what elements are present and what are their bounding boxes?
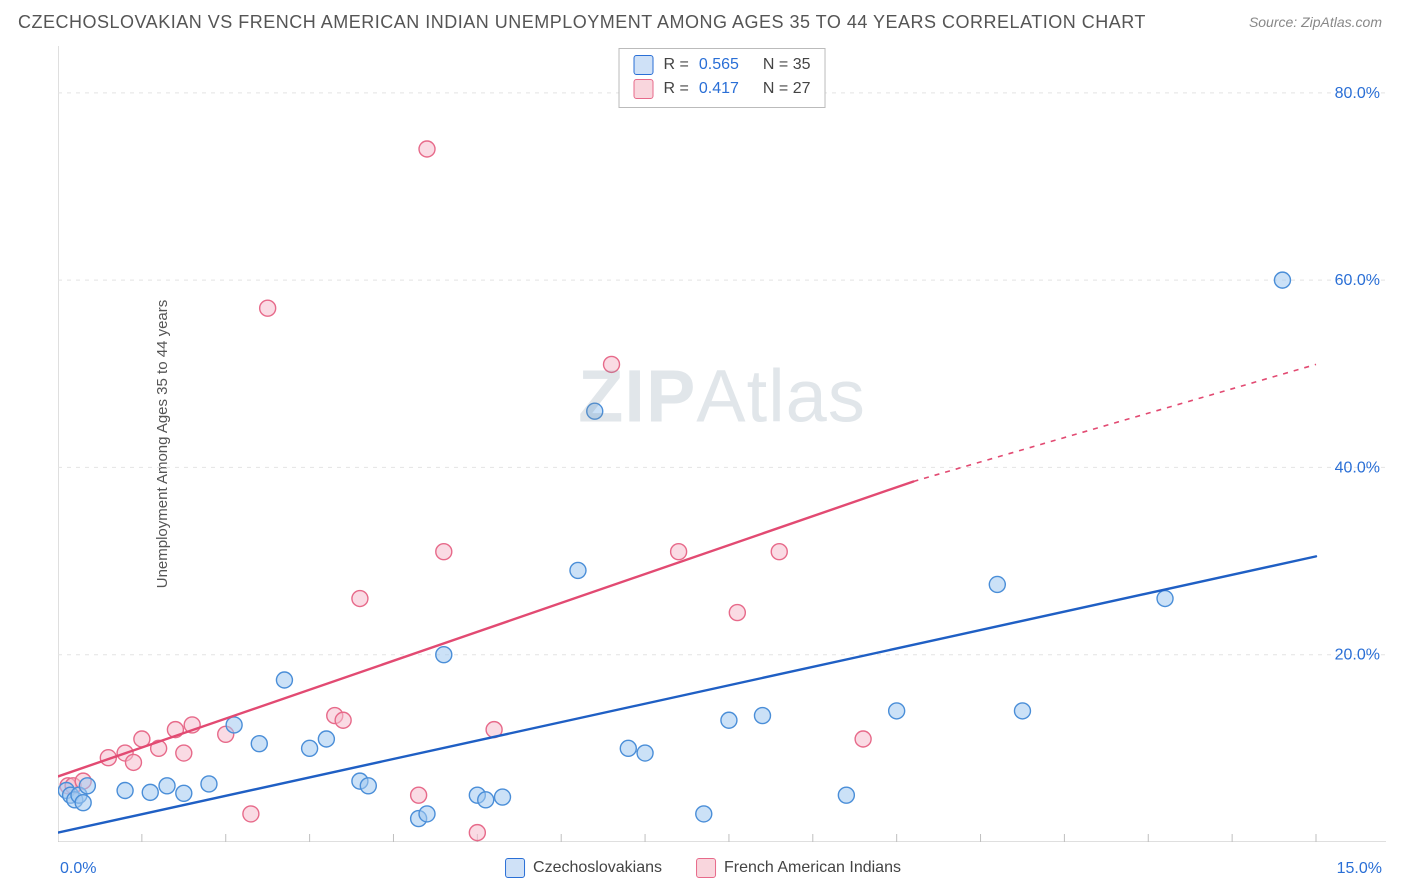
- legend-label: Czechoslovakians: [533, 859, 662, 877]
- legend-item-1: Czechoslovakians: [505, 858, 662, 878]
- swatch-icon: [696, 858, 716, 878]
- legend-label: French American Indians: [724, 859, 901, 877]
- chart-area: Unemployment Among Ages 35 to 44 years 2…: [46, 46, 1386, 842]
- stats-legend-box: R = 0.565 N = 35 R = 0.417 N = 27: [619, 48, 826, 108]
- svg-text:40.0%: 40.0%: [1335, 459, 1380, 476]
- x-axis-min-label: 0.0%: [60, 860, 96, 878]
- legend-item-2: French American Indians: [696, 858, 901, 878]
- chart-title: CZECHOSLOVAKIAN VS FRENCH AMERICAN INDIA…: [18, 12, 1146, 33]
- svg-text:20.0%: 20.0%: [1335, 647, 1380, 664]
- svg-text:80.0%: 80.0%: [1335, 85, 1380, 102]
- swatch-icon: [505, 858, 525, 878]
- stats-row-1: R = 0.565 N = 35: [634, 53, 811, 77]
- source-attribution: Source: ZipAtlas.com: [1249, 14, 1382, 30]
- scatter-svg: 20.0% 40.0% 60.0% 80.0%: [58, 46, 1386, 842]
- svg-text:60.0%: 60.0%: [1335, 272, 1380, 289]
- x-axis-max-label: 15.0%: [1337, 860, 1382, 878]
- swatch-icon: [634, 55, 654, 75]
- stats-row-2: R = 0.417 N = 27: [634, 77, 811, 101]
- bottom-legend: Czechoslovakians French American Indians: [505, 858, 901, 878]
- plot-surface: 20.0%40.0%60.0%80.0% ZIPAtlas R = 0.565 …: [58, 46, 1386, 842]
- swatch-icon: [634, 79, 654, 99]
